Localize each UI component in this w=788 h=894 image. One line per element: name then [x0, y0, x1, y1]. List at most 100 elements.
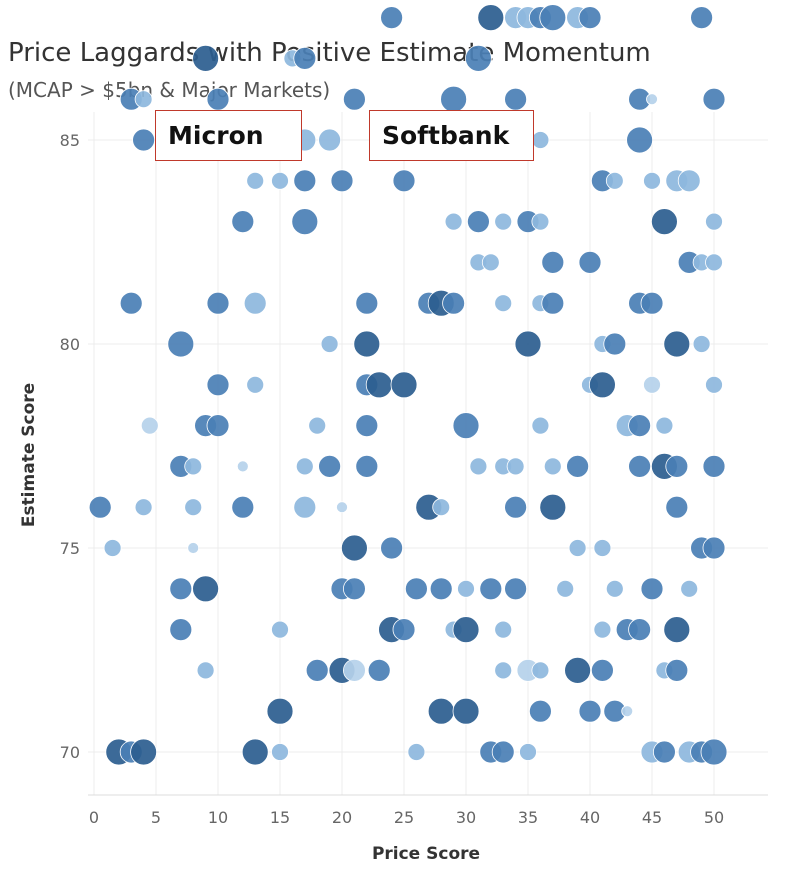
- scatter-point: [665, 659, 689, 682]
- scatter-point: [291, 208, 319, 236]
- scatter-point: [236, 460, 249, 473]
- scatter-point: [690, 6, 713, 30]
- scatter-point: [293, 169, 317, 193]
- scatter-point: [628, 454, 651, 478]
- scatter-point: [539, 493, 567, 521]
- scatter-point: [407, 743, 426, 761]
- scatter-point: [318, 128, 342, 152]
- scatter-point: [568, 539, 587, 557]
- scatter-point: [643, 171, 661, 190]
- scatter-point: [169, 618, 193, 641]
- scatter-point: [305, 659, 329, 682]
- scatter-point: [192, 575, 220, 603]
- softbank-callout: Softbank: [369, 110, 534, 161]
- scatter-point: [541, 250, 565, 274]
- scatter-point: [293, 47, 317, 70]
- x-tick-label: 35: [518, 808, 538, 827]
- scatter-point: [184, 457, 203, 476]
- x-tick-label: 50: [704, 808, 724, 827]
- x-tick-label: 20: [332, 808, 352, 827]
- scatter-point: [514, 330, 542, 358]
- scatter-point: [427, 697, 455, 725]
- y-axis-title: Estimate Score: [19, 383, 39, 527]
- scatter-point: [578, 6, 602, 30]
- scatter-point: [342, 577, 366, 601]
- scatter-point: [566, 454, 589, 478]
- scatter-point: [556, 579, 575, 598]
- scatter-point: [442, 291, 466, 315]
- scatter-point: [626, 126, 653, 154]
- scatter-point: [705, 375, 723, 394]
- scatter-point: [541, 291, 565, 315]
- x-tick-label: 45: [642, 808, 662, 827]
- scatter-point: [531, 661, 550, 680]
- scatter-point: [464, 45, 492, 72]
- scatter-point: [206, 414, 230, 438]
- x-tick-label: 10: [208, 808, 228, 827]
- scatter-point: [700, 738, 728, 766]
- scatter-point: [531, 416, 550, 435]
- scatter-point: [241, 738, 269, 766]
- scatter-point: [628, 618, 651, 641]
- scatter-point: [504, 87, 527, 111]
- scatter-point: [365, 371, 393, 399]
- scatter-point: [367, 659, 391, 682]
- scatter-point: [469, 457, 488, 476]
- softbank-label: Softbank: [382, 121, 510, 150]
- micron-callout: Micron: [155, 110, 302, 161]
- scatter-point: [452, 697, 480, 725]
- scatter-point: [444, 212, 463, 231]
- scatter-point: [605, 171, 624, 190]
- scatter-point: [134, 498, 153, 517]
- scatter-point: [506, 457, 525, 476]
- scatter-point: [593, 620, 612, 639]
- scatter-point: [318, 454, 342, 478]
- scatter-point: [543, 457, 562, 476]
- scatter-point: [651, 208, 678, 236]
- scatter-point: [677, 169, 701, 193]
- scatter-point: [646, 93, 658, 106]
- x-tick-label: 40: [580, 808, 600, 827]
- scatter-point: [336, 501, 348, 514]
- scatter-point: [519, 743, 537, 761]
- scatter-point: [192, 45, 220, 72]
- scatter-point: [392, 169, 416, 193]
- scatter-point: [457, 579, 475, 598]
- scatter-point: [705, 212, 723, 231]
- scatter-point: [390, 371, 418, 399]
- scatter-point: [640, 577, 664, 601]
- scatter-point: [320, 335, 339, 353]
- scatter-point: [665, 495, 689, 519]
- scatter-point: [404, 577, 428, 601]
- scatter-point: [531, 131, 550, 149]
- scatter-point: [702, 454, 726, 478]
- x-tick-label: 5: [151, 808, 161, 827]
- scatter-point: [529, 699, 552, 723]
- scatter-point: [452, 412, 480, 440]
- scatter-point: [702, 87, 726, 111]
- scatter-point: [392, 618, 416, 641]
- scatter-point: [355, 414, 379, 438]
- scatter-point: [531, 212, 550, 231]
- scatter-point: [231, 210, 255, 234]
- scatter-point: [643, 375, 661, 394]
- x-tick-labels: 0 5 10 15 20 25 30 35 40 45 50: [89, 808, 724, 827]
- y-tick-labels: 707580859095100: [60, 131, 80, 762]
- micron-label: Micron: [168, 121, 264, 150]
- scatter-point: [134, 90, 153, 109]
- scatter-point: [589, 371, 616, 399]
- scatter-point: [353, 330, 381, 358]
- scatter-point: [246, 171, 265, 190]
- scatter-point: [440, 85, 468, 113]
- scatter-point: [380, 6, 404, 30]
- y-tick-label: 75: [60, 539, 80, 558]
- scatter-point: [491, 740, 515, 764]
- x-tick-label: 30: [456, 808, 476, 827]
- scatter-point: [293, 495, 317, 519]
- scatter-point: [481, 253, 500, 272]
- scatter-point: [663, 330, 691, 358]
- scatter-point: [665, 454, 689, 478]
- scatter-point: [340, 534, 368, 562]
- scatter-point: [132, 128, 156, 152]
